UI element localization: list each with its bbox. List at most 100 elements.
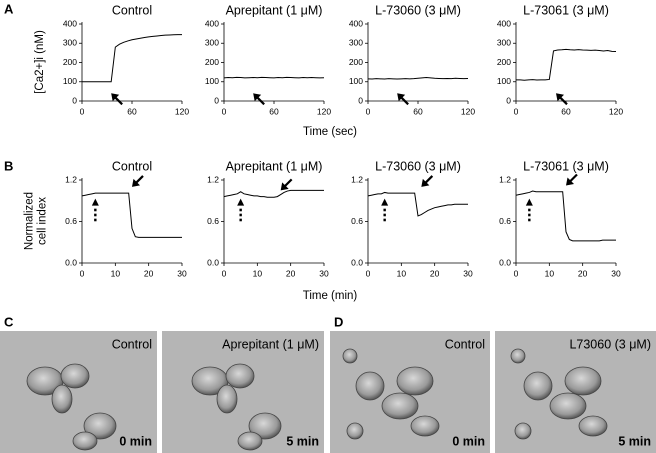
y-tick-label: 0.0 bbox=[207, 257, 219, 267]
y-tick-label: 300 bbox=[205, 38, 219, 48]
arrow-dash bbox=[383, 208, 386, 212]
y-tick-label: 100 bbox=[349, 76, 363, 86]
arrow-dash bbox=[383, 213, 386, 217]
arrow-marker bbox=[280, 178, 293, 191]
arrow-marker bbox=[556, 93, 568, 106]
x-tick-label: 0 bbox=[514, 268, 519, 278]
y-tick-label: 400 bbox=[349, 18, 363, 28]
arrow-dash bbox=[239, 218, 242, 222]
y-tick-label: 1.2 bbox=[499, 174, 511, 184]
arrow-marker bbox=[253, 93, 265, 106]
cell bbox=[578, 415, 608, 437]
chart-title: L-73060 (3 μM) bbox=[375, 3, 461, 17]
x-tick-label: 0 bbox=[222, 268, 227, 278]
arrow-head bbox=[91, 198, 99, 206]
arrow-marker bbox=[397, 93, 409, 106]
arrow-dash bbox=[94, 218, 97, 222]
cell bbox=[72, 431, 98, 451]
y-tick-label: 1.2 bbox=[65, 174, 77, 184]
arrow-dash bbox=[528, 208, 531, 212]
micrograph bbox=[0, 331, 157, 453]
arrow-marker bbox=[421, 175, 434, 187]
x-tick-label: 30 bbox=[319, 268, 329, 278]
arrow-marker bbox=[132, 175, 144, 187]
x-axis-label: Time (min) bbox=[303, 290, 358, 302]
cell bbox=[396, 366, 434, 396]
panel-label: B bbox=[4, 158, 13, 173]
y-tick-label: 100 bbox=[205, 76, 219, 86]
cell bbox=[342, 348, 358, 364]
cell bbox=[237, 431, 263, 451]
x-tick-label: 0 bbox=[514, 106, 519, 116]
y-tick-label: 1.2 bbox=[207, 174, 219, 184]
cell bbox=[510, 348, 526, 364]
micrograph bbox=[162, 331, 324, 453]
arrow-marker bbox=[381, 198, 389, 222]
y-axis-label: [Ca2+]i (nM) bbox=[34, 30, 46, 94]
arrow-head bbox=[525, 198, 533, 206]
cell bbox=[381, 392, 419, 420]
y-tick-label: 100 bbox=[497, 76, 511, 86]
micrograph-label: Aprepitant (1 μM) bbox=[222, 337, 319, 351]
cell bbox=[83, 412, 117, 440]
panel-label: A bbox=[4, 1, 14, 16]
cell bbox=[523, 371, 553, 401]
y-tick-label: 300 bbox=[497, 38, 511, 48]
micrograph-label: Control bbox=[445, 337, 485, 351]
x-tick-label: 60 bbox=[413, 106, 423, 116]
y-tick-label: 0.6 bbox=[499, 216, 511, 226]
data-line bbox=[516, 48, 617, 81]
data-line bbox=[515, 190, 616, 242]
y-tick-label: 0 bbox=[506, 95, 511, 105]
micrograph-time: 0 min bbox=[119, 434, 152, 448]
arrow-head bbox=[397, 93, 406, 102]
data-line bbox=[81, 192, 182, 238]
arrow-head bbox=[111, 93, 120, 102]
y-tick-label: 0 bbox=[358, 95, 363, 105]
micrograph-label: Control bbox=[112, 337, 152, 351]
arrow-marker bbox=[566, 173, 578, 186]
chart-title: L-73061 (3 μM) bbox=[523, 159, 609, 173]
cell bbox=[410, 415, 440, 437]
x-tick-label: 10 bbox=[545, 268, 555, 278]
y-tick-label: 200 bbox=[205, 57, 219, 67]
y-tick-label: 0.6 bbox=[351, 216, 363, 226]
cell bbox=[549, 392, 587, 420]
x-axis-label: Time (sec) bbox=[303, 126, 357, 138]
chart-title: Control bbox=[112, 3, 152, 17]
y-tick-label: 0.6 bbox=[207, 216, 219, 226]
x-tick-label: 0 bbox=[80, 106, 85, 116]
arrow-head bbox=[421, 178, 430, 187]
cell bbox=[355, 371, 385, 401]
cell bbox=[564, 366, 602, 396]
x-tick-label: 10 bbox=[111, 268, 121, 278]
y-tick-label: 100 bbox=[63, 76, 77, 86]
micrograph-time: 5 min bbox=[618, 434, 651, 448]
arrow-dash bbox=[94, 213, 97, 217]
x-tick-label: 60 bbox=[127, 106, 137, 116]
cell bbox=[225, 363, 255, 389]
arrow-head bbox=[381, 198, 389, 206]
y-tick-label: 0 bbox=[214, 95, 219, 105]
cell bbox=[216, 384, 238, 414]
y-axis-label: cell index bbox=[37, 197, 49, 245]
arrow-dash bbox=[239, 213, 242, 217]
x-tick-label: 0 bbox=[222, 106, 227, 116]
x-tick-label: 20 bbox=[430, 268, 440, 278]
y-tick-label: 0.0 bbox=[351, 257, 363, 267]
x-tick-label: 30 bbox=[463, 268, 473, 278]
chart-title: Aprepitant (1 μM) bbox=[226, 159, 323, 173]
panel-label: C bbox=[4, 314, 14, 329]
x-tick-label: 10 bbox=[397, 268, 407, 278]
chart-title: L-73060 (3 μM) bbox=[375, 159, 461, 173]
y-tick-label: 1.2 bbox=[351, 174, 363, 184]
micrograph-time: 5 min bbox=[286, 434, 319, 448]
arrow-head bbox=[237, 198, 245, 206]
micrograph-label: L73060 (3 μM) bbox=[569, 337, 651, 351]
arrow-dash bbox=[239, 208, 242, 212]
arrow-head bbox=[566, 177, 574, 186]
arrow-dash bbox=[528, 213, 531, 217]
y-tick-label: 300 bbox=[63, 38, 77, 48]
data-line bbox=[223, 189, 324, 198]
x-tick-label: 30 bbox=[611, 268, 621, 278]
